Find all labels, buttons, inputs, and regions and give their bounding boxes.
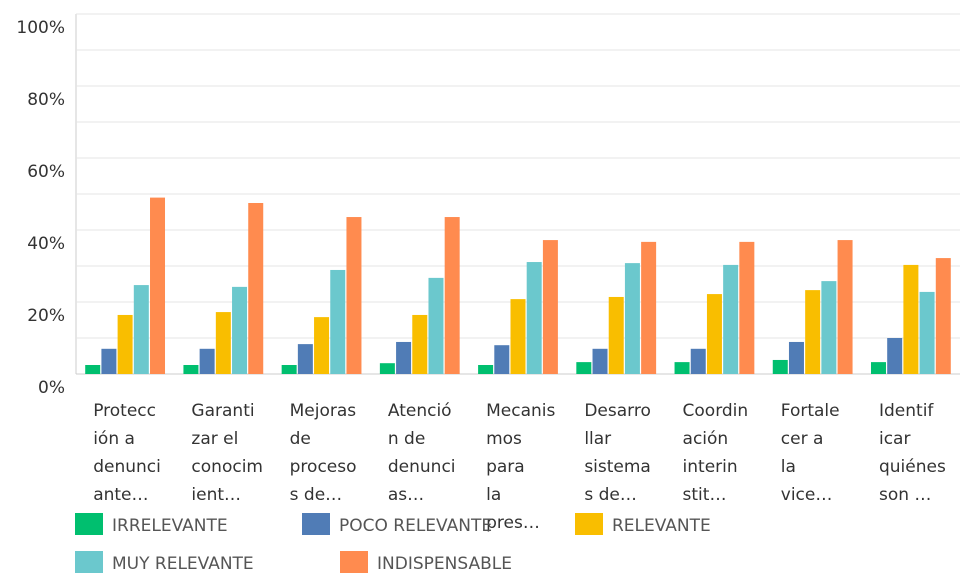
x-tick-label: Fortale cer a la vice… <box>781 401 840 505</box>
x-tick-label: Garanti zar el conocim ient… <box>191 401 263 505</box>
y-tick-label: 60% <box>27 162 65 182</box>
bar <box>330 269 346 374</box>
bar <box>592 348 608 374</box>
bar <box>428 277 444 374</box>
bar <box>199 348 215 374</box>
bar <box>526 262 542 374</box>
bar <box>919 291 935 374</box>
y-tick-label: 100% <box>16 18 65 38</box>
bar <box>706 294 722 374</box>
bar <box>772 359 788 374</box>
bar <box>412 314 428 374</box>
bar <box>903 264 919 374</box>
y-tick-label: 40% <box>27 234 65 254</box>
bar <box>346 217 362 374</box>
legend-label: IRRELEVANTE <box>112 516 228 536</box>
x-tick-label: Atenció n de denunci as… <box>388 401 456 505</box>
bar <box>837 240 853 374</box>
legend-label: MUY RELEVANTE <box>112 554 254 573</box>
x-tick-label: Mejoras de proceso s de… <box>290 401 357 505</box>
bar <box>887 338 903 374</box>
bar <box>739 241 755 374</box>
bar <box>805 290 821 374</box>
legend-label: RELEVANTE <box>612 516 711 536</box>
bar <box>297 344 313 374</box>
bar <box>821 281 837 374</box>
bar <box>444 217 460 374</box>
bar <box>379 363 395 374</box>
x-tick-label: Identif icar quiénes son … <box>879 401 946 505</box>
bar <box>608 296 624 374</box>
bar <box>396 341 412 374</box>
bar <box>870 362 886 374</box>
bar <box>723 264 739 374</box>
bar <box>314 317 330 374</box>
bar <box>150 197 166 374</box>
bar <box>510 299 526 374</box>
x-tick-label: Coordin ación interin stit… <box>683 401 749 505</box>
bar <box>183 365 199 374</box>
legend-label: INDISPENSABLE <box>377 554 512 573</box>
bar <box>624 263 640 374</box>
y-tick-label: 20% <box>27 306 65 326</box>
bar <box>117 314 133 374</box>
legend-swatch <box>75 513 103 535</box>
bar <box>641 241 657 374</box>
bar <box>576 362 592 374</box>
x-tick-label: Protecc ión a denunci ante… <box>93 401 161 505</box>
x-tick-label: Mecanis mos para la pres… <box>486 401 555 533</box>
bar <box>281 365 297 374</box>
x-tick-label: Desarro llar sistema s de… <box>584 401 651 505</box>
bar <box>478 365 494 374</box>
y-tick-label: 80% <box>27 90 65 110</box>
y-tick-label: 0% <box>38 378 65 398</box>
legend-label: POCO RELEVANTE <box>339 516 492 536</box>
bar <box>133 285 149 374</box>
bar <box>101 348 117 374</box>
bar <box>248 203 264 374</box>
bar <box>788 341 804 374</box>
legend-swatch <box>302 513 330 535</box>
bar <box>85 365 101 374</box>
bar <box>542 240 558 374</box>
bar <box>690 348 706 374</box>
bar <box>935 258 951 374</box>
bar <box>215 312 231 374</box>
legend-swatch <box>340 551 368 573</box>
legend-swatch <box>575 513 603 535</box>
bar <box>494 345 510 374</box>
bar <box>674 362 690 374</box>
bar <box>232 286 248 374</box>
legend-swatch <box>75 551 103 573</box>
